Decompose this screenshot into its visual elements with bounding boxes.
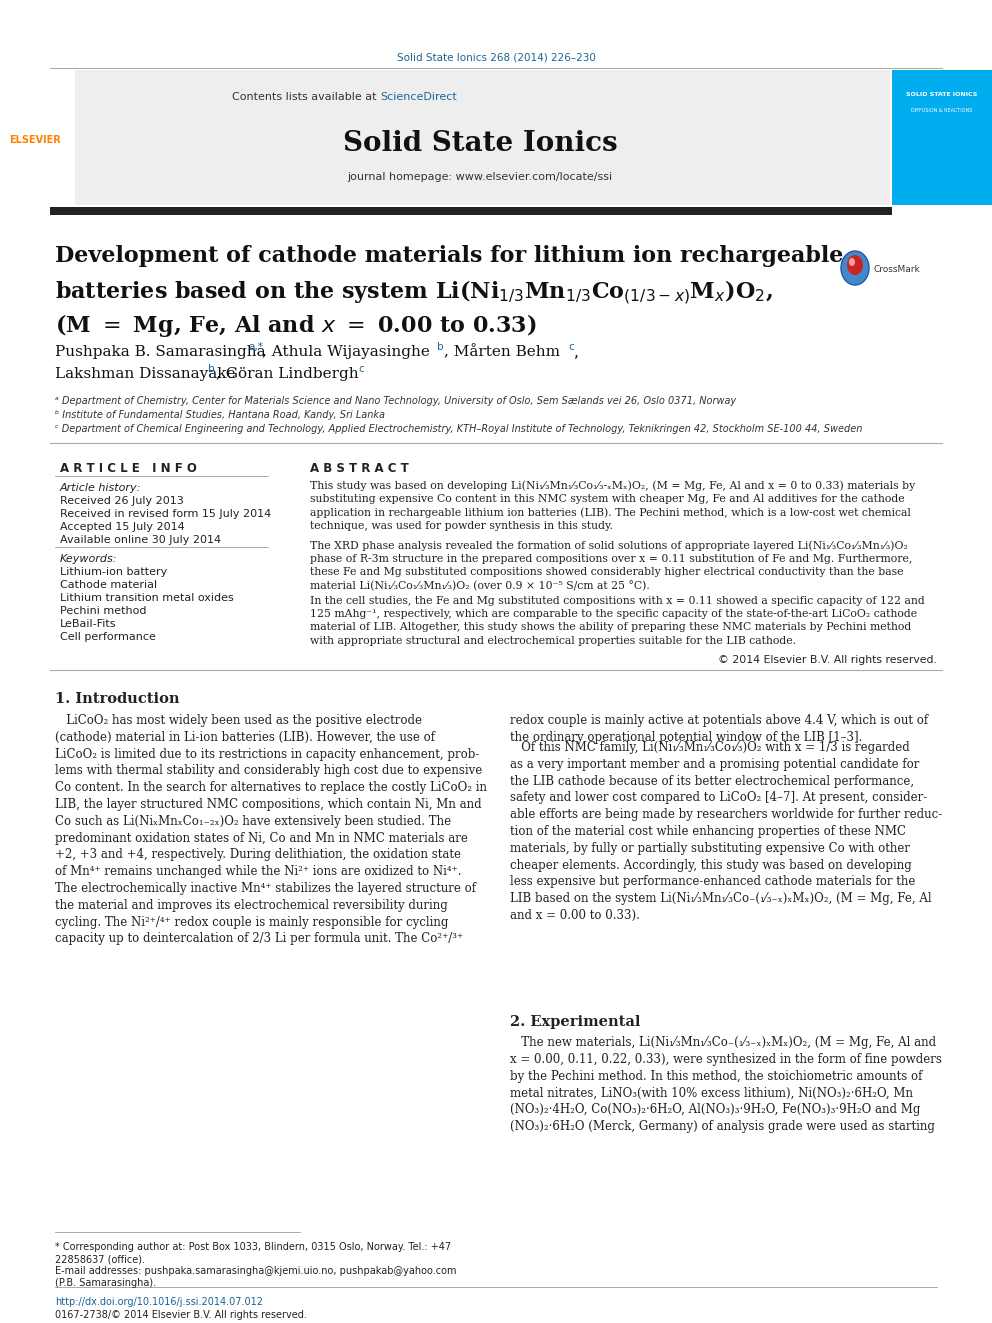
Bar	[0, 70, 75, 205]
Text: (M $=$ Mg, Fe, Al and $x$ $=$ 0.00 to 0.33): (M $=$ Mg, Fe, Al and $x$ $=$ 0.00 to 0.…	[55, 312, 537, 339]
Text: ᵇ Institute of Fundamental Studies, Hantana Road, Kandy, Sri Lanka: ᵇ Institute of Fundamental Studies, Hant…	[55, 410, 385, 419]
Text: © 2014 Elsevier B.V. All rights reserved.: © 2014 Elsevier B.V. All rights reserved…	[718, 655, 937, 665]
Text: Cathode material: Cathode material	[60, 579, 157, 590]
Text: ᶜ Department of Chemical Engineering and Technology, Applied Electrochemistry, K: ᶜ Department of Chemical Engineering and…	[55, 423, 862, 434]
Text: batteries based on the system Li(Ni$_{1/3}$Mn$_{1/3}$Co$_{(1/3-x)}$M$_x$)O$_2$,: batteries based on the system Li(Ni$_{1/…	[55, 278, 773, 307]
Text: CrossMark: CrossMark	[873, 266, 920, 274]
Text: E-mail addresses: pushpaka.samarasingha@kjemi.uio.no, pushpakab@yahoo.com: E-mail addresses: pushpaka.samarasingha@…	[55, 1266, 456, 1275]
Text: Accepted 15 July 2014: Accepted 15 July 2014	[60, 523, 185, 532]
Bar	[50, 206, 892, 216]
Text: 2. Experimental: 2. Experimental	[510, 1015, 641, 1029]
Text: Received in revised form 15 July 2014: Received in revised form 15 July 2014	[60, 509, 271, 519]
Text: ELSEVIER: ELSEVIER	[9, 135, 61, 146]
Bar	[892, 70, 992, 205]
Text: A B S T R A C T: A B S T R A C T	[310, 462, 409, 475]
Ellipse shape	[849, 258, 855, 266]
Text: ScienceDirect: ScienceDirect	[380, 93, 456, 102]
Text: Development of cathode materials for lithium ion rechargeable: Development of cathode materials for lit…	[55, 245, 843, 267]
Text: b: b	[208, 364, 214, 374]
Text: Solid State Ionics 268 (2014) 226–230: Solid State Ionics 268 (2014) 226–230	[397, 52, 595, 62]
Text: redox couple is mainly active at potentials above 4.4 V, which is out of
the ord: redox couple is mainly active at potenti…	[510, 714, 929, 744]
Text: , Mårten Behm: , Mårten Behm	[444, 345, 560, 360]
Text: Of this NMC family, Li(Ni₁⁄₃Mn₁⁄₃Co₁⁄₃)O₂ with x = 1/3 is regarded
as a very imp: Of this NMC family, Li(Ni₁⁄₃Mn₁⁄₃Co₁⁄₃)O…	[510, 741, 942, 922]
Text: A R T I C L E   I N F O: A R T I C L E I N F O	[60, 462, 196, 475]
Text: Lithium-ion battery: Lithium-ion battery	[60, 568, 168, 577]
Text: In the cell studies, the Fe and Mg substituted compositions with x = 0.11 showed: In the cell studies, the Fe and Mg subst…	[310, 595, 925, 646]
Text: Keywords:: Keywords:	[60, 554, 117, 564]
Text: * Corresponding author at: Post Box 1033, Blindern, 0315 Oslo, Norway. Tel.: +47: * Corresponding author at: Post Box 1033…	[55, 1242, 451, 1252]
Text: This study was based on developing Li(Ni₁⁄₃Mn₁⁄₃Co₁⁄₃-ₓMₓ)O₂, (M = Mg, Fe, Al an: This study was based on developing Li(Ni…	[310, 480, 916, 531]
Bar	[70, 70, 890, 205]
Text: LiCoO₂ has most widely been used as the positive electrode
(cathode) material in: LiCoO₂ has most widely been used as the …	[55, 714, 487, 946]
Text: LeBail-Fits: LeBail-Fits	[60, 619, 116, 628]
Text: , Göran Lindbergh: , Göran Lindbergh	[216, 366, 359, 381]
Text: Pushpaka B. Samarasingha: Pushpaka B. Samarasingha	[55, 345, 266, 359]
Text: Available online 30 July 2014: Available online 30 July 2014	[60, 534, 221, 545]
Text: Article history:: Article history:	[60, 483, 142, 493]
Text: Solid State Ionics: Solid State Ionics	[342, 130, 617, 157]
Text: Pechini method: Pechini method	[60, 606, 147, 617]
Text: 0167-2738/© 2014 Elsevier B.V. All rights reserved.: 0167-2738/© 2014 Elsevier B.V. All right…	[55, 1310, 307, 1320]
Text: Cell performance: Cell performance	[60, 632, 156, 642]
Text: SOLID STATE IONICS: SOLID STATE IONICS	[907, 93, 978, 97]
Text: ᵃ Department of Chemistry, Center for Materials Science and Nano Technology, Uni: ᵃ Department of Chemistry, Center for Ma…	[55, 396, 736, 406]
Text: Received 26 July 2013: Received 26 July 2013	[60, 496, 184, 505]
Text: c: c	[358, 364, 364, 374]
Text: The XRD phase analysis revealed the formation of solid solutions of appropriate : The XRD phase analysis revealed the form…	[310, 540, 913, 591]
Text: DIFFUSION & REACTIONS: DIFFUSION & REACTIONS	[912, 108, 973, 112]
Text: 22858637 (office).: 22858637 (office).	[55, 1254, 145, 1263]
Text: 1. Introduction: 1. Introduction	[55, 692, 180, 706]
Text: http://dx.doi.org/10.1016/j.ssi.2014.07.012: http://dx.doi.org/10.1016/j.ssi.2014.07.…	[55, 1297, 263, 1307]
Text: journal homepage: www.elsevier.com/locate/ssi: journal homepage: www.elsevier.com/locat…	[347, 172, 613, 183]
Text: The new materials, Li(Ni₁⁄₃Mn₁⁄₃Co₋(₁⁄₃₋ₓ)ₓMₓ)O₂, (M = Mg, Fe, Al and
x = 0.00, : The new materials, Li(Ni₁⁄₃Mn₁⁄₃Co₋(₁⁄₃₋…	[510, 1036, 941, 1132]
Text: Lithium transition metal oxides: Lithium transition metal oxides	[60, 593, 234, 603]
Text: Lakshman Dissanayake: Lakshman Dissanayake	[55, 366, 235, 381]
Text: (P.B. Samarasingha).: (P.B. Samarasingha).	[55, 1278, 156, 1289]
Ellipse shape	[841, 251, 869, 284]
Text: , Athula Wijayasinghe: , Athula Wijayasinghe	[262, 345, 430, 359]
Text: Contents lists available at: Contents lists available at	[232, 93, 380, 102]
Text: a,*: a,*	[248, 343, 263, 352]
Ellipse shape	[847, 255, 863, 275]
Text: ,: ,	[574, 345, 579, 360]
Text: b: b	[437, 343, 443, 352]
Text: c: c	[568, 343, 573, 352]
